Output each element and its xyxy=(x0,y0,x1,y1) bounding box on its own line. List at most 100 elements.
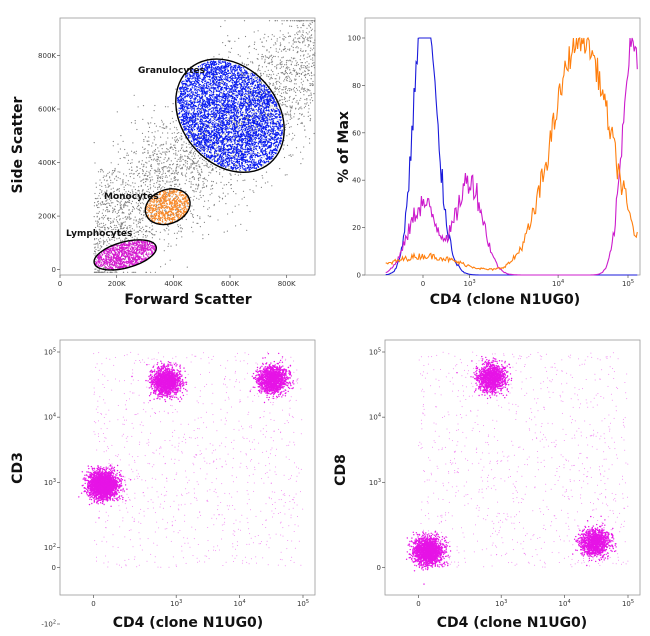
scatter-point xyxy=(140,230,141,231)
scatter-point xyxy=(307,57,308,58)
scatter-point xyxy=(309,143,310,144)
scatter-point xyxy=(311,30,312,31)
scatter-point xyxy=(292,61,293,62)
scatter-point xyxy=(179,184,180,185)
scatter-point xyxy=(255,78,256,79)
scatter-point xyxy=(153,159,154,160)
scatter-point xyxy=(201,85,202,86)
scatter-point xyxy=(213,160,214,161)
scatter-point xyxy=(297,103,298,104)
scatter-point xyxy=(257,136,258,137)
scatter-point xyxy=(287,73,288,74)
scatter-point xyxy=(105,204,106,205)
scatter-point xyxy=(253,179,254,180)
scatter-point xyxy=(284,73,285,74)
scatter-point xyxy=(162,176,163,177)
scatter-point xyxy=(227,75,228,76)
scatter-point xyxy=(301,122,302,123)
scatter-point xyxy=(264,91,265,92)
scatter-point xyxy=(190,167,191,168)
scatter-point xyxy=(177,180,178,181)
scatter-point xyxy=(143,170,144,171)
scatter-point xyxy=(198,174,199,175)
scatter-point xyxy=(142,202,143,203)
scatter-point xyxy=(300,50,301,51)
scatter-point xyxy=(262,54,263,55)
scatter-point xyxy=(109,211,110,212)
scatter-point xyxy=(193,190,194,191)
scatter-point xyxy=(141,180,142,181)
scatter-point xyxy=(104,175,105,176)
scatter-point xyxy=(136,166,137,167)
scatter-point xyxy=(283,66,284,67)
scatter-point xyxy=(267,57,268,58)
scatter-point xyxy=(289,90,290,91)
scatter-point xyxy=(278,89,279,90)
scatter-point xyxy=(277,40,278,41)
scatter-point xyxy=(163,180,164,181)
scatter-point xyxy=(277,112,278,113)
scatter-point xyxy=(285,70,286,71)
scatter-point xyxy=(142,119,143,120)
scatter-point xyxy=(248,64,249,65)
scatter-point xyxy=(243,180,244,181)
scatter-point xyxy=(276,51,277,52)
scatter-point xyxy=(97,242,98,243)
scatter-point xyxy=(229,173,230,174)
scatter-point xyxy=(228,51,229,52)
scatter-point xyxy=(237,110,238,111)
scatter-point xyxy=(280,100,281,101)
scatter-point xyxy=(120,158,121,159)
scatter-point xyxy=(284,46,285,47)
scatter-point xyxy=(98,203,99,204)
scatter-point xyxy=(147,235,148,236)
scatter-point xyxy=(143,214,144,215)
scatter-point xyxy=(180,227,181,228)
scatter-point xyxy=(310,102,311,103)
scatter-point xyxy=(156,231,157,232)
scatter-point xyxy=(238,80,239,81)
scatter-point xyxy=(176,173,177,174)
scatter-point xyxy=(273,56,274,57)
scatter-point xyxy=(314,42,315,43)
scatter-point xyxy=(264,46,265,47)
scatter-point xyxy=(170,128,171,129)
scatter-point xyxy=(119,209,120,210)
scatter-point xyxy=(280,103,281,104)
scatter-point xyxy=(202,234,203,235)
scatter-point xyxy=(306,98,307,99)
scatter-point xyxy=(311,78,312,79)
scatter-point xyxy=(201,169,202,170)
scatter-point xyxy=(96,187,97,188)
scatter-point xyxy=(169,175,170,176)
scatter-point xyxy=(160,177,161,178)
scatter-point xyxy=(271,39,272,40)
scatter-point xyxy=(223,170,224,171)
scatter-point xyxy=(299,31,300,32)
scatter-point xyxy=(122,182,123,183)
scatter-point xyxy=(219,197,220,198)
scatter-point xyxy=(157,130,158,131)
scatter-point xyxy=(245,99,246,100)
scatter-point xyxy=(183,159,184,160)
scatter-point xyxy=(303,55,304,56)
scatter-point xyxy=(202,163,203,164)
scatter-point xyxy=(134,208,135,209)
scatter-point xyxy=(180,168,181,169)
scatter-point xyxy=(97,244,98,245)
scatter-point xyxy=(224,165,225,166)
scatter-point xyxy=(288,67,289,68)
scatter-point xyxy=(191,163,192,164)
scatter-point xyxy=(173,170,174,171)
scatter-point xyxy=(276,68,277,69)
scatter-point xyxy=(243,67,244,68)
scatter-point xyxy=(312,29,313,30)
scatter-point xyxy=(167,132,168,133)
scatter-point xyxy=(286,174,287,175)
scatter-point xyxy=(170,147,171,148)
scatter-point xyxy=(237,118,238,119)
scatter-point xyxy=(103,240,104,241)
scatter-point xyxy=(238,123,239,124)
scatter-point xyxy=(286,114,287,115)
scatter-point xyxy=(142,147,143,148)
